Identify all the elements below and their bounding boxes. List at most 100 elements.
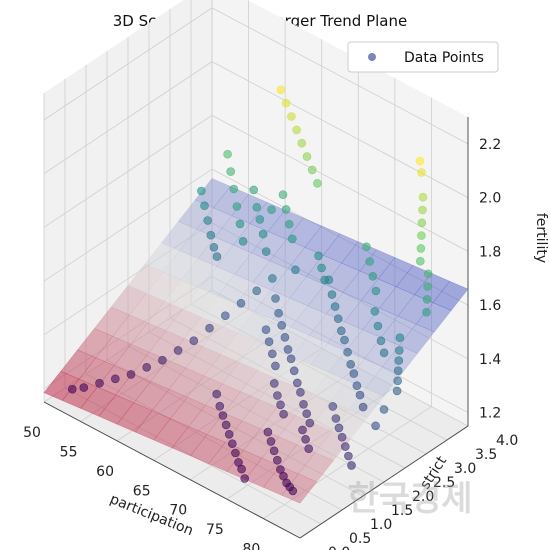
data-point <box>340 442 350 451</box>
y-tick-label: 1.5 <box>391 503 413 519</box>
data-point <box>221 311 230 321</box>
data-point <box>215 401 225 411</box>
data-point <box>279 409 288 419</box>
data-point <box>393 366 403 376</box>
data-point <box>298 425 307 435</box>
z-axis-label: fertility <box>533 213 549 263</box>
data-point <box>340 335 349 345</box>
data-point <box>368 271 378 281</box>
data-points <box>68 85 433 496</box>
data-point <box>205 323 214 333</box>
z-tick-label: 1.8 <box>479 244 501 260</box>
data-point <box>365 257 375 266</box>
data-point <box>423 282 432 291</box>
data-point <box>333 314 343 324</box>
x-tick-label: 80 <box>242 542 260 550</box>
data-point <box>261 247 271 256</box>
z-tick-label: 2.0 <box>479 191 501 207</box>
data-point <box>271 294 280 303</box>
data-point <box>252 203 262 212</box>
data-point <box>379 405 389 414</box>
legend: Data Points <box>347 41 499 73</box>
data-point <box>394 356 404 365</box>
data-point <box>336 326 346 336</box>
data-point <box>200 201 209 210</box>
data-point <box>269 446 279 456</box>
data-point <box>173 346 183 355</box>
data-point <box>232 202 242 211</box>
data-point <box>292 378 302 388</box>
y-axis-line <box>299 425 469 539</box>
left-wall-gridline-z <box>43 7 213 121</box>
data-point <box>301 434 310 444</box>
x-tick-label: 70 <box>169 503 187 519</box>
legend-box <box>347 41 499 73</box>
x-tick-label: 55 <box>60 444 78 460</box>
data-point <box>111 374 120 384</box>
data-point <box>417 231 426 240</box>
data-point <box>261 325 271 335</box>
data-point <box>358 402 368 412</box>
data-point <box>355 390 365 400</box>
data-point <box>268 274 277 283</box>
data-point <box>371 421 380 431</box>
data-point <box>292 125 301 135</box>
data-point <box>289 366 299 376</box>
data-point <box>287 234 297 244</box>
data-point <box>231 448 240 458</box>
data-point <box>392 386 402 396</box>
data-point <box>376 336 386 346</box>
tick-labels: 50556065707580850.00.51.01.52.02.53.03.5… <box>23 137 518 550</box>
data-point <box>226 167 235 176</box>
data-point <box>343 347 352 357</box>
back-wall-gridline-z <box>211 7 469 145</box>
data-point <box>296 387 305 397</box>
data-point <box>276 85 286 95</box>
data-point <box>347 461 356 470</box>
data-point <box>235 219 245 229</box>
data-point <box>280 332 290 342</box>
data-point <box>362 242 371 252</box>
data-point <box>416 244 426 253</box>
data-point <box>79 383 89 392</box>
data-point <box>395 333 405 343</box>
watermark-text: 한국경제 <box>347 479 472 519</box>
y-tick-label: 1.0 <box>370 517 392 533</box>
data-point <box>422 295 432 304</box>
data-point <box>305 418 315 428</box>
data-point <box>68 384 77 394</box>
y-tick-label: 3.0 <box>454 461 476 477</box>
x-tick-label: 75 <box>206 522 224 538</box>
data-point <box>334 423 344 433</box>
data-point <box>203 216 212 225</box>
data-point <box>158 355 167 365</box>
z-tick-label: 2.2 <box>479 137 501 153</box>
left-wall-gridline-z <box>43 115 213 228</box>
data-point <box>223 149 232 159</box>
y-tick-label: 2.5 <box>433 475 455 491</box>
data-point <box>252 286 262 296</box>
data-point <box>393 376 403 386</box>
data-point <box>221 420 231 430</box>
y-tick-label: 0.0 <box>328 545 350 550</box>
data-point <box>264 337 274 347</box>
data-point <box>346 359 356 369</box>
y-tick-label: 0.5 <box>349 531 371 547</box>
z-tick-label: 1.2 <box>479 406 501 422</box>
y-tick-label: 3.5 <box>475 447 497 463</box>
data-point <box>263 427 273 437</box>
data-point <box>277 320 287 330</box>
data-point <box>330 302 340 311</box>
data-point <box>281 205 291 214</box>
data-point <box>415 156 425 166</box>
data-point <box>288 486 298 496</box>
data-point <box>302 152 312 161</box>
y-tick-label: 2.0 <box>412 489 434 505</box>
data-point <box>337 432 347 442</box>
data-point <box>236 298 246 308</box>
data-point <box>370 306 380 316</box>
data-point <box>276 400 285 410</box>
data-point <box>272 455 282 465</box>
